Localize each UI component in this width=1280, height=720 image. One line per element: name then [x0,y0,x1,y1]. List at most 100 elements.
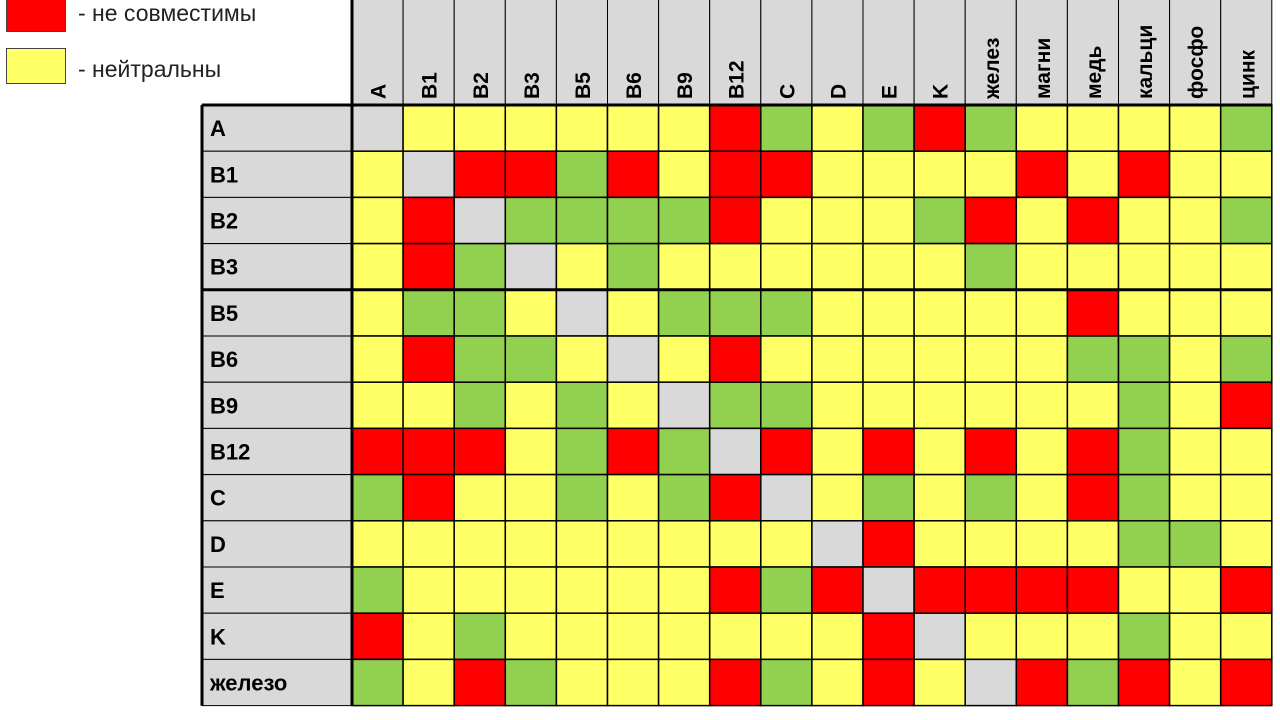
cell-neutral [1219,150,1273,199]
cell-neutral [606,566,660,614]
cell-incompatible [760,150,813,199]
cell-neutral [811,612,864,661]
cell-neutral [402,612,455,661]
cell-neutral [1219,473,1273,522]
cell-incompatible [453,658,507,707]
cell-neutral [964,381,1018,430]
column-label: медь [1083,45,1106,99]
cell-neutral [811,427,864,476]
cell-neutral [1066,150,1120,199]
cell-incompatible [1015,566,1069,614]
column-header-9 [760,0,813,106]
cell-neutral [402,658,455,707]
cell-incompatible [913,566,966,614]
cell-self [453,196,507,245]
cell-self [555,289,609,337]
cell-neutral [1117,289,1171,337]
cell-compatible [1117,473,1171,522]
cell-compatible [657,289,711,337]
cell-neutral [555,520,609,568]
cell-incompatible [453,150,507,199]
legend-item-neutral: - нейтральны [0,48,340,92]
cell-neutral [1066,381,1120,430]
row-label: D [210,532,226,557]
column-label: B2 [470,72,493,99]
cell-neutral [1066,520,1120,568]
cell-incompatible [351,612,404,661]
cell-neutral [1168,335,1222,383]
cell-neutral [351,381,404,430]
cell-compatible [1219,196,1273,245]
cell-neutral [351,150,404,199]
cell-neutral [555,104,609,152]
column-label: E [879,85,902,99]
cell-neutral [862,381,915,430]
cell-incompatible [606,150,660,199]
cell-incompatible [862,520,915,568]
cell-incompatible [964,196,1018,245]
cell-neutral [1219,520,1273,568]
cell-compatible [555,381,609,430]
cell-neutral [811,104,864,152]
cell-compatible [708,289,762,337]
legend-item-incompatible: - не совместимы [0,0,340,42]
cell-compatible [351,658,404,707]
cell-neutral [657,612,711,661]
column-label: D [827,84,850,99]
cell-neutral [453,104,507,152]
cell-neutral [657,658,711,707]
row-label: B1 [210,162,238,187]
row-label: B9 [210,393,238,418]
cell-compatible [760,289,813,337]
cell-neutral [708,612,762,661]
cell-neutral [913,520,966,568]
cell-neutral [760,520,813,568]
cell-incompatible [1219,381,1273,430]
cell-compatible [657,196,711,245]
row-label: C [210,486,226,511]
cell-neutral [606,104,660,152]
cell-neutral [1168,289,1222,337]
column-header-11 [862,0,915,106]
cell-neutral [1168,658,1222,707]
cell-neutral [606,473,660,522]
cell-incompatible [1015,150,1069,199]
column-label: магни [1032,38,1055,99]
cell-neutral [504,520,558,568]
cell-neutral [657,335,711,383]
cell-compatible [964,473,1018,522]
column-label: K [930,84,953,99]
row-header-10 [201,520,353,568]
cell-compatible [657,427,711,476]
column-header-18 [1220,0,1273,106]
cell-incompatible [1066,196,1120,245]
cell-neutral [657,104,711,152]
cell-neutral [1219,289,1273,337]
column-label: B12 [725,60,748,99]
cell-neutral [1168,196,1222,245]
cell-neutral [1219,612,1273,661]
cell-neutral [964,520,1018,568]
cell-compatible [1117,381,1171,430]
cell-self [964,658,1018,707]
cell-compatible [760,658,813,707]
cell-neutral [760,196,813,245]
cell-neutral [1168,150,1222,199]
column-label: фосфо [1185,26,1208,99]
cell-incompatible [1219,658,1273,707]
cell-neutral [913,381,966,430]
cell-neutral [1015,104,1069,152]
cell-neutral [1117,196,1171,245]
cell-neutral [913,658,966,707]
cell-incompatible [1015,658,1069,707]
cell-self [811,520,864,568]
row-label: B2 [210,209,238,234]
row-header-6 [201,335,353,383]
cell-compatible [862,104,915,152]
cell-neutral [504,427,558,476]
cell-neutral [1015,427,1069,476]
row-header-12 [201,612,353,660]
cell-compatible [453,612,507,661]
cell-compatible [504,335,558,383]
cell-neutral [504,381,558,430]
